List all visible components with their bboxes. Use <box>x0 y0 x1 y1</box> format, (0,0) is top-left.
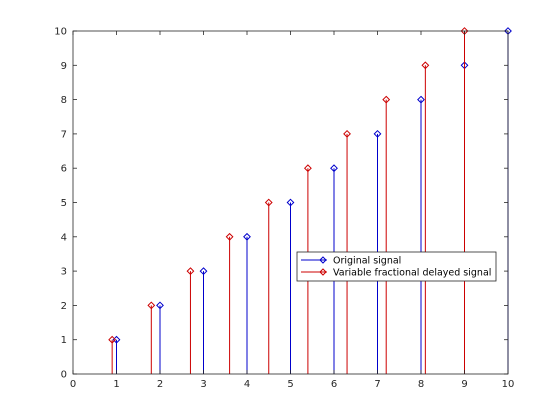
stem-marker-s0-7 <box>417 95 425 104</box>
y-tick-label-4: 4 <box>61 232 67 243</box>
x-tick-label-4: 4 <box>244 379 250 390</box>
stem-marker-s0-6 <box>373 129 382 138</box>
x-tick-label-0: 0 <box>70 379 76 390</box>
legend-marker-1 <box>319 268 327 276</box>
x-tick-label-5: 5 <box>287 379 293 390</box>
stem-marker-s0-4 <box>286 198 295 207</box>
stem-marker-s1-2 <box>186 267 195 276</box>
y-tick-label-2: 2 <box>61 301 67 312</box>
x-tick-label-8: 8 <box>418 379 424 390</box>
stem-marker-s0-5 <box>330 164 338 173</box>
stem-marker-s1-1 <box>147 301 156 310</box>
x-tick-label-2: 2 <box>157 379 163 390</box>
y-tick-label-8: 8 <box>61 95 67 106</box>
stem-marker-s0-2 <box>199 267 208 276</box>
stem-marker-s1-3 <box>225 232 234 241</box>
stem-marker-s1-5 <box>303 164 312 173</box>
legend-label-1: Variable fractional delayed signal <box>333 268 491 279</box>
y-tick-label-9: 9 <box>61 61 67 72</box>
x-tick-label-6: 6 <box>331 379 337 390</box>
y-tick-label-3: 3 <box>61 267 67 278</box>
y-tick-label-0: 0 <box>61 370 67 381</box>
stem-marker-s1-6 <box>343 129 351 138</box>
stem-marker-s1-4 <box>264 198 273 207</box>
stem-marker-s1-8 <box>421 61 430 70</box>
x-tick-label-3: 3 <box>200 379 206 390</box>
y-tick-label-6: 6 <box>61 164 67 175</box>
stem-marker-s1-7 <box>382 95 391 104</box>
x-tick-label-10: 10 <box>502 379 515 390</box>
y-tick-label-5: 5 <box>61 198 67 209</box>
ticks-layer: 0 1 2 3 4 5 6 7 8 9 10 0 1 2 3 4 5 6 7 8 9 10 <box>54 27 514 391</box>
legend-label-0: Original signal <box>333 256 401 267</box>
stem-marker-s1-0 <box>108 335 117 344</box>
stem-marker-s0-3 <box>243 232 251 241</box>
y-tick-label-1: 1 <box>61 335 67 346</box>
legend-marker-0 <box>319 256 327 264</box>
x-tick-label-7: 7 <box>374 379 380 390</box>
y-tick-label-10: 10 <box>54 27 67 38</box>
stem-marker-s0-1 <box>156 301 164 310</box>
x-tick-label-1: 1 <box>113 379 119 390</box>
y-tick-label-7: 7 <box>61 129 67 140</box>
legend-box <box>296 251 497 282</box>
x-tick-label-9: 9 <box>461 379 467 390</box>
